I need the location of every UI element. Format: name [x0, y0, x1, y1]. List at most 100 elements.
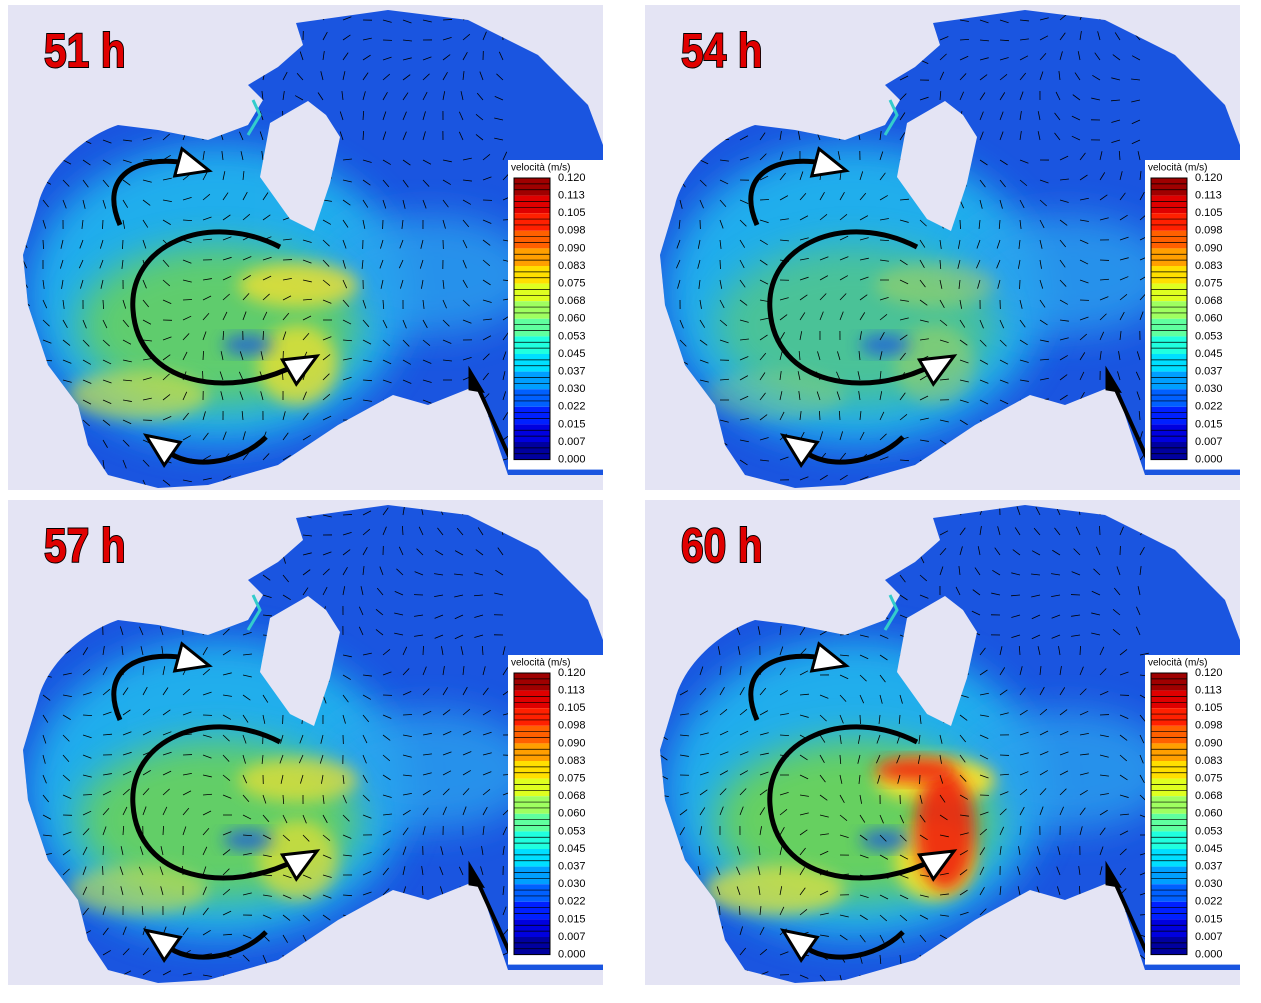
legend-label: 0.030: [1195, 383, 1223, 395]
legend-label: 0.113: [558, 190, 585, 202]
legend-swatch: [514, 867, 550, 885]
legend-swatch: [1151, 691, 1187, 709]
legend-label: 0.007: [558, 436, 586, 448]
legend-swatch: [514, 919, 550, 937]
legend-label: 0.075: [558, 278, 586, 290]
legend-swatch: [1151, 884, 1187, 902]
legend-label: 0.045: [1195, 348, 1223, 360]
legend-label: 0.060: [1195, 313, 1223, 325]
legend-swatch: [514, 407, 550, 425]
legend-label: 0.000: [558, 454, 586, 466]
legend-swatch: [514, 743, 550, 761]
legend-swatch: [514, 691, 550, 709]
legend-label: 0.060: [558, 808, 586, 820]
legend-label: 0.015: [558, 418, 586, 430]
legend-label: 0.045: [558, 348, 586, 360]
legend-label: 0.098: [1195, 720, 1223, 732]
legend-swatch: [514, 849, 550, 867]
legend-label: 0.098: [1195, 225, 1223, 237]
legend-label: 0.075: [1195, 773, 1223, 785]
legend-swatch: [514, 442, 550, 460]
panel: 57 hvelocità (m/s)0.1200.1130.1050.0980.…: [8, 500, 603, 985]
legend-label: 0.068: [1195, 790, 1223, 802]
legend-swatch: [514, 284, 550, 302]
legend-swatch: [514, 301, 550, 319]
legend-label: 0.000: [1195, 454, 1223, 466]
legend-label: 0.037: [1195, 366, 1223, 378]
legend-label: 0.000: [558, 949, 586, 961]
legend-label: 0.060: [558, 313, 586, 325]
legend-label: 0.045: [558, 843, 586, 855]
legend-swatch: [1151, 372, 1187, 390]
legend-label: 0.075: [1195, 278, 1223, 290]
legend-swatch: [1151, 849, 1187, 867]
flow-vector: [263, 331, 264, 340]
legend-swatch: [1151, 196, 1187, 214]
flow-vector: [443, 19, 452, 20]
legend-swatch: [514, 248, 550, 266]
field-eddy: [223, 830, 273, 850]
legend-label: 0.022: [558, 401, 586, 413]
legend-swatch: [514, 814, 550, 832]
legend-swatch: [514, 726, 550, 744]
legend-label: 0.037: [558, 861, 586, 873]
field-red: [875, 758, 955, 782]
legend-label: 0.030: [558, 878, 586, 890]
legend-label: 0.022: [1195, 401, 1223, 413]
legend-swatch: [1151, 301, 1187, 319]
legend-label: 0.105: [1195, 702, 1223, 714]
legend-swatch: [1151, 336, 1187, 354]
panel-label: 60 h: [681, 520, 763, 573]
legend-swatch: [1151, 442, 1187, 460]
legend-swatch: [1151, 796, 1187, 814]
legend-swatch: [1151, 831, 1187, 849]
field-eddy: [223, 335, 273, 355]
legend-label: 0.090: [558, 242, 586, 254]
legend-label: 0.098: [558, 720, 586, 732]
legend-swatch: [1151, 231, 1187, 249]
legend-swatch: [514, 213, 550, 231]
legend-swatch: [514, 231, 550, 249]
page: 51 hvelocità (m/s)0.1200.1130.1050.0980.…: [0, 0, 1261, 1003]
legend-label: 0.090: [558, 737, 586, 749]
legend-label: 0.030: [1195, 878, 1223, 890]
legend-label: 0.068: [558, 790, 586, 802]
legend-label: 0.015: [1195, 418, 1223, 430]
legend-swatch: [1151, 319, 1187, 337]
flow-vector: [103, 846, 104, 855]
legend-swatch: [514, 196, 550, 214]
legend-swatch: [514, 884, 550, 902]
flow-vector: [760, 199, 769, 200]
legend-label: 0.083: [1195, 260, 1223, 272]
flow-vector: [860, 715, 861, 724]
legend-swatch: [514, 424, 550, 442]
legend-label: 0.022: [1195, 896, 1223, 908]
legend-label: 0.120: [1195, 667, 1223, 679]
legend-swatch: [1151, 919, 1187, 937]
legend-swatch: [1151, 213, 1187, 231]
legend-label: 0.060: [1195, 808, 1223, 820]
legend-swatch: [1151, 248, 1187, 266]
legend-swatch: [1151, 743, 1187, 761]
legend-label: 0.113: [558, 685, 585, 697]
legend-label: 0.037: [558, 366, 586, 378]
legend-label: 0.105: [558, 702, 586, 714]
legend-label: 0.045: [1195, 843, 1223, 855]
legend-swatch: [1151, 673, 1187, 691]
flow-vector: [102, 220, 103, 229]
legend-label: 0.007: [558, 931, 586, 943]
flow-vector: [403, 714, 412, 715]
legend-swatch: [1151, 389, 1187, 407]
legend-swatch: [514, 937, 550, 955]
panel: 51 hvelocità (m/s)0.1200.1130.1050.0980.…: [8, 5, 603, 490]
legend-swatch: [1151, 726, 1187, 744]
legend-swatch: [514, 902, 550, 920]
flow-vector: [163, 826, 164, 835]
panel-label: 57 h: [44, 520, 126, 573]
legend-swatch: [1151, 761, 1187, 779]
legend-label: 0.053: [558, 825, 586, 837]
legend-swatch: [1151, 779, 1187, 797]
flow-vector: [1080, 646, 1081, 655]
